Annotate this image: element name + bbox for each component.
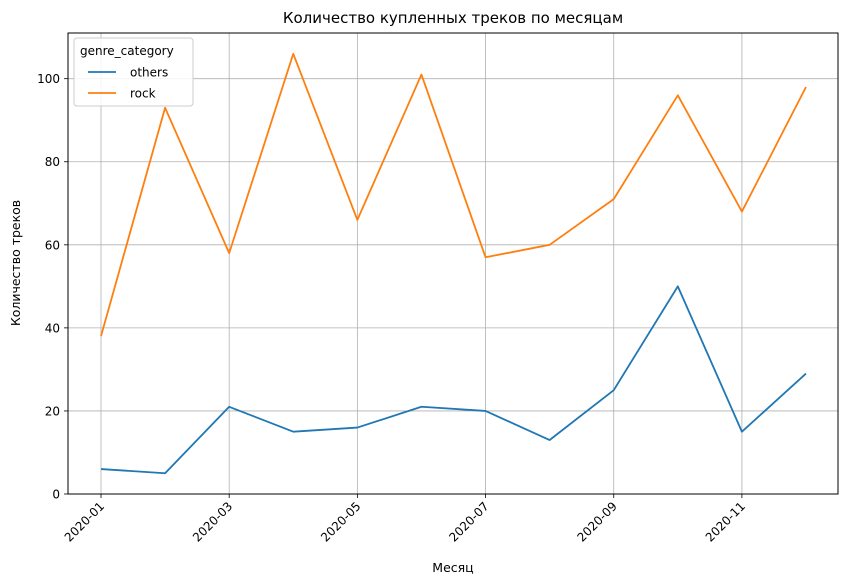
legend-label-others: others — [130, 66, 168, 80]
x-tick-label: 2020-03 — [190, 499, 235, 544]
x-tick-label: 2020-01 — [62, 499, 107, 544]
y-tick-label: 20 — [45, 404, 60, 418]
y-axis: 0 20 40 60 80 100 — [37, 72, 68, 502]
y-tick-label: 100 — [37, 72, 60, 86]
plot-frame — [67, 32, 839, 495]
series-line-others — [100, 285, 807, 475]
y-tick-label: 60 — [45, 238, 60, 252]
legend-label-rock: rock — [130, 87, 156, 101]
series-line-rock — [100, 52, 807, 337]
x-tick-label: 2020-07 — [446, 499, 491, 544]
x-tick-label: 2020-09 — [574, 499, 619, 544]
legend-box — [73, 37, 194, 107]
legend: genre_category others rock — [73, 37, 194, 107]
grid — [68, 33, 838, 495]
x-axis-label: Месяц — [432, 560, 473, 575]
y-tick-label: 40 — [45, 321, 60, 335]
chart-title: Количество купленных треков по месяцам — [283, 9, 623, 27]
x-tick-label: 2020-11 — [703, 499, 748, 544]
x-tick-label: 2020-05 — [318, 499, 363, 544]
x-axis: 2020-01 2020-03 2020-05 2020-07 2020-09 2020-… — [62, 494, 748, 545]
series-lines — [100, 52, 807, 475]
legend-title: genre_category — [80, 44, 174, 58]
y-axis-label: Количество треков — [8, 200, 23, 326]
y-tick-label: 80 — [45, 155, 60, 169]
y-tick-label: 0 — [52, 488, 60, 502]
